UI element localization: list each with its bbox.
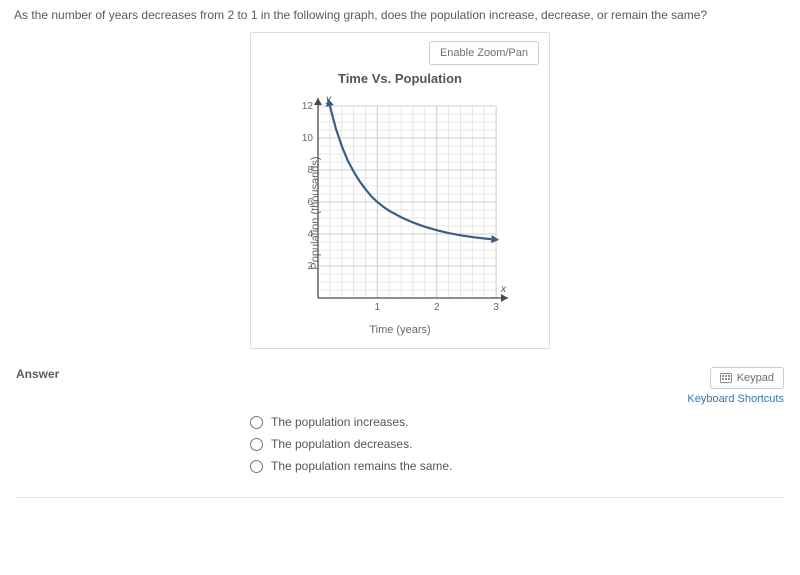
answer-option-label: The population decreases. [271, 437, 412, 451]
x-axis-label: Time (years) [261, 324, 539, 336]
answer-option[interactable]: The population remains the same. [250, 459, 550, 473]
q-suffix: in the following graph, does the populat… [258, 8, 708, 22]
q-prefix: As the number of years decreases from [14, 8, 227, 22]
svg-text:2: 2 [434, 302, 440, 313]
answer-radio[interactable] [250, 438, 263, 451]
chart-panel: Enable Zoom/Pan Time Vs. Population Popu… [250, 32, 550, 349]
answer-option[interactable]: The population increases. [250, 415, 550, 429]
answer-label: Answer [16, 367, 59, 381]
answer-options: The population increases. The population … [250, 415, 550, 473]
answer-option-label: The population increases. [271, 415, 408, 429]
svg-text:x: x [500, 284, 507, 295]
answer-row: Answer Keypad Keyboard Shortcuts [16, 367, 784, 405]
zoom-row: Enable Zoom/Pan [261, 41, 539, 65]
answer-radio[interactable] [250, 460, 263, 473]
keyboard-shortcuts-link[interactable]: Keyboard Shortcuts [687, 393, 784, 405]
keypad-icon [720, 373, 732, 383]
answer-option[interactable]: The population decreases. [250, 437, 550, 451]
chart-title: Time Vs. Population [261, 71, 539, 86]
q-to: 1 [251, 8, 258, 22]
question-text: As the number of years decreases from 2 … [14, 8, 707, 22]
svg-text:12: 12 [302, 101, 314, 112]
q-mid: to [234, 8, 251, 22]
svg-text:10: 10 [302, 133, 314, 144]
answer-option-label: The population remains the same. [271, 459, 452, 473]
right-tools: Keypad Keyboard Shortcuts [687, 367, 784, 405]
enable-zoom-button[interactable]: Enable Zoom/Pan [429, 41, 539, 65]
keypad-button[interactable]: Keypad [710, 367, 784, 389]
answer-radio[interactable] [250, 416, 263, 429]
question-row: As the number of years decreases from 2 … [14, 8, 786, 22]
chart-wrap: Population (thousands) 12324681012yx Tim… [261, 90, 539, 336]
y-axis-label: Population (thousands) [310, 156, 322, 269]
divider [16, 497, 784, 498]
keypad-label: Keypad [737, 372, 774, 384]
svg-text:1: 1 [375, 302, 381, 313]
svg-text:3: 3 [493, 302, 499, 313]
